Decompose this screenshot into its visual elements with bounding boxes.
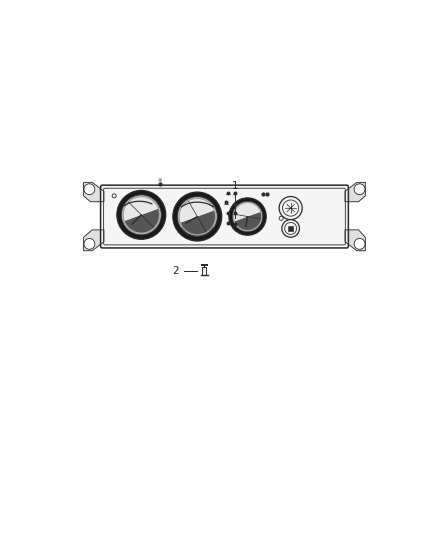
- Circle shape: [232, 201, 263, 232]
- Bar: [202, 268, 206, 275]
- Bar: [288, 226, 293, 231]
- Wedge shape: [234, 203, 260, 221]
- Text: 2: 2: [172, 266, 179, 276]
- Wedge shape: [181, 211, 215, 234]
- Text: 1: 1: [231, 181, 238, 191]
- Circle shape: [173, 192, 222, 241]
- Circle shape: [354, 238, 365, 249]
- Polygon shape: [84, 182, 104, 201]
- Circle shape: [180, 199, 215, 234]
- Circle shape: [117, 190, 166, 239]
- Circle shape: [84, 184, 95, 195]
- Wedge shape: [124, 197, 158, 221]
- Wedge shape: [180, 199, 214, 223]
- FancyBboxPatch shape: [101, 185, 348, 248]
- Polygon shape: [345, 182, 365, 201]
- Circle shape: [121, 195, 161, 235]
- Circle shape: [177, 197, 217, 237]
- Wedge shape: [235, 212, 261, 230]
- Circle shape: [279, 197, 302, 220]
- Polygon shape: [84, 230, 104, 251]
- Circle shape: [84, 238, 95, 249]
- Circle shape: [234, 203, 261, 230]
- Circle shape: [283, 200, 299, 216]
- Wedge shape: [125, 209, 159, 232]
- Circle shape: [124, 197, 159, 232]
- Text: ❊: ❊: [158, 178, 162, 183]
- Polygon shape: [345, 230, 365, 251]
- Circle shape: [354, 184, 365, 195]
- Circle shape: [285, 222, 297, 235]
- Circle shape: [282, 220, 300, 237]
- Circle shape: [229, 198, 266, 235]
